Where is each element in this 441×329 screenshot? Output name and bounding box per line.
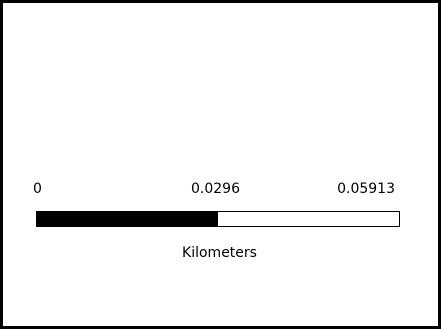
scale-bar <box>36 211 400 227</box>
scale-bar-segment-white <box>218 212 399 226</box>
scale-tick-label-start: 0 <box>33 181 42 197</box>
scale-unit-label: Kilometers <box>182 245 257 261</box>
scale-tick-label-end: 0.05913 <box>337 181 395 197</box>
scale-bar-segment-black <box>37 212 218 226</box>
scale-tick-label-mid: 0.0296 <box>191 181 240 197</box>
